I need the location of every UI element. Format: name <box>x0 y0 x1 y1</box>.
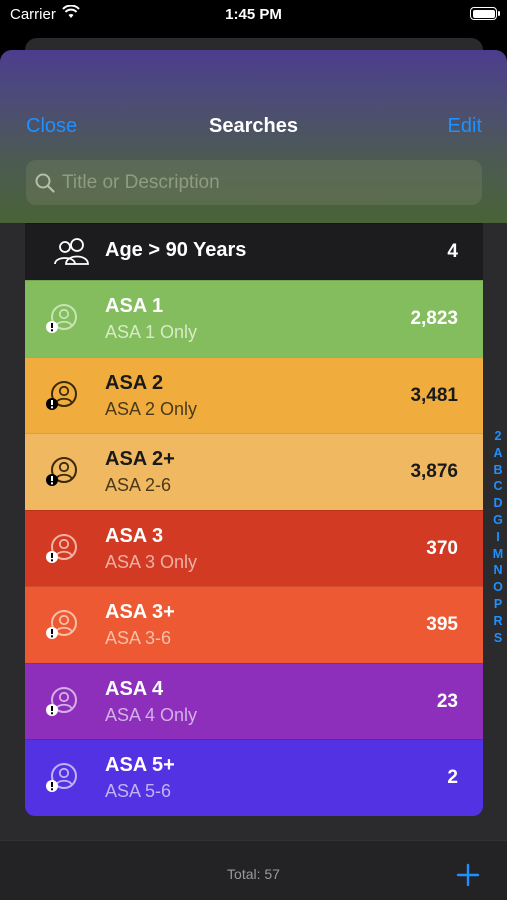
battery-icon <box>470 7 500 20</box>
index-letter[interactable]: N <box>493 563 503 578</box>
person-alert-icon <box>45 686 79 718</box>
status-time: 1:45 PM <box>225 6 282 23</box>
search-count: 4 <box>447 241 458 262</box>
search-title: Age > 90 Years <box>105 239 247 261</box>
search-icon <box>35 173 55 193</box>
person-alert-icon <box>45 303 79 335</box>
index-letter[interactable]: I <box>496 529 500 544</box>
sheet-header: Close Searches Edit <box>0 50 507 223</box>
index-letter[interactable]: 2 <box>494 429 502 443</box>
search-count: 395 <box>426 614 458 635</box>
search-row[interactable]: ASA 2+ ASA 2-6 3,876 <box>25 433 483 510</box>
search-subtitle: ASA 1 Only <box>105 322 198 342</box>
search-input[interactable] <box>62 160 462 205</box>
searches-sheet: Close Searches Edit Age > 90 Years 4 ASA 1… <box>0 50 507 900</box>
index-letter[interactable]: M <box>492 546 504 561</box>
person-alert-icon <box>45 762 79 794</box>
search-subtitle: ASA 3-6 <box>105 628 172 648</box>
index-letter[interactable]: O <box>493 580 503 595</box>
search-bar[interactable] <box>26 160 482 205</box>
edit-button[interactable]: Edit <box>447 115 482 137</box>
search-list: Age > 90 Years 4 ASA 1 ASA 1 Only 2,823 ASA 2… <box>25 223 483 816</box>
search-row[interactable]: ASA 1 ASA 1 Only 2,823 <box>25 280 483 357</box>
search-count: 2 <box>447 767 458 788</box>
index-letter[interactable]: A <box>493 445 503 460</box>
people-icon <box>52 238 89 270</box>
search-count: 3,876 <box>410 461 458 482</box>
page-title: Searches <box>209 115 298 137</box>
search-title: ASA 2 <box>105 371 164 394</box>
search-subtitle: ASA 4 Only <box>105 704 198 725</box>
index-letter[interactable]: C <box>493 479 503 494</box>
search-count: 2,823 <box>410 308 458 329</box>
person-alert-icon <box>45 456 79 488</box>
search-title: ASA 1 <box>105 295 164 317</box>
search-subtitle: ASA 3 Only <box>105 551 198 572</box>
search-row[interactable]: ASA 5+ ASA 5-6 2 <box>25 739 483 816</box>
search-title: ASA 5+ <box>105 754 175 776</box>
search-title: ASA 3+ <box>105 601 175 623</box>
wifi-icon <box>62 5 80 18</box>
close-button[interactable]: Close <box>26 115 78 137</box>
search-subtitle: ASA 2 Only <box>105 398 198 419</box>
index-letter[interactable]: G <box>493 512 503 527</box>
search-count: 370 <box>426 537 458 559</box>
search-row[interactable]: Age > 90 Years 4 <box>25 223 483 280</box>
search-subtitle: ASA 2-6 <box>105 475 172 495</box>
search-row[interactable]: ASA 3 ASA 3 Only 370 <box>25 509 483 586</box>
bottom-toolbar: Total: 57 <box>0 840 507 900</box>
search-count: 23 <box>436 690 458 712</box>
search-row[interactable]: ASA 4 ASA 4 Only 23 <box>25 662 483 739</box>
person-alert-icon <box>45 380 79 412</box>
index-letter[interactable]: S <box>493 630 503 645</box>
search-title: ASA 4 <box>105 677 164 700</box>
index-letter[interactable]: P <box>493 596 503 611</box>
search-title: ASA 2+ <box>105 448 175 470</box>
carrier-label: Carrier <box>10 6 56 23</box>
status-bar: Carrier 1:45 PM <box>0 0 507 30</box>
person-alert-icon <box>45 609 79 641</box>
search-title: ASA 3 <box>105 524 164 547</box>
total-label: Total: 57 <box>227 866 280 882</box>
index-letter[interactable]: D <box>493 496 503 511</box>
index-letter[interactable]: R <box>493 613 503 628</box>
index-letter[interactable]: B <box>493 462 503 477</box>
search-count: 3,481 <box>410 384 458 406</box>
search-row[interactable]: ASA 3+ ASA 3-6 395 <box>25 586 483 663</box>
search-row[interactable]: ASA 2 ASA 2 Only 3,481 <box>25 356 483 433</box>
person-alert-icon <box>45 533 79 565</box>
add-icon[interactable] <box>456 863 480 887</box>
search-subtitle: ASA 5-6 <box>105 781 172 801</box>
